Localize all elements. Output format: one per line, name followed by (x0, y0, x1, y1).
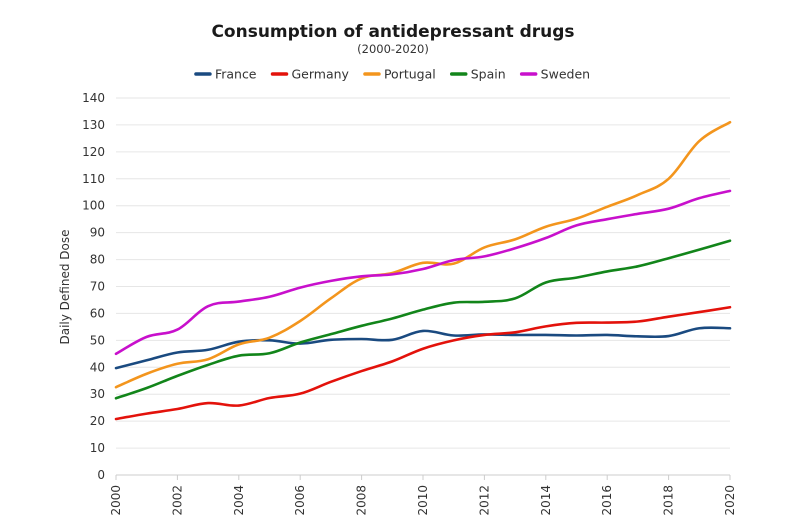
axes (115, 475, 731, 480)
y-tick-label: 60 (90, 306, 105, 320)
legend-label-germany: Germany (292, 67, 350, 82)
x-tick-label: 2010 (416, 485, 430, 516)
legend-label-sweden: Sweden (541, 67, 590, 82)
legend-label-spain: Spain (471, 67, 506, 82)
series-line-germany (114, 305, 732, 421)
y-tick-label: 100 (82, 199, 105, 213)
x-tick-label: 2012 (477, 485, 491, 516)
y-axis-label: Daily Defined Dose (58, 230, 72, 345)
y-tick-label: 50 (90, 333, 105, 347)
y-tick-label: 70 (90, 280, 105, 294)
series-line-portugal (114, 120, 732, 389)
series-line-sweden (114, 189, 732, 356)
series-line-spain (114, 239, 732, 400)
gridlines (116, 97, 730, 476)
legend: France Germany Portugal Spain Sweden (194, 67, 590, 82)
x-tick-label: 2006 (293, 485, 307, 516)
y-tick-label: 20 (90, 414, 105, 428)
legend-label-france: France (215, 67, 257, 82)
x-tick-label: 2004 (232, 485, 246, 516)
y-tick-label: 130 (82, 118, 105, 132)
chart-subtitle: (2000-2020) (357, 42, 429, 56)
x-tick-label: 2020 (723, 485, 737, 516)
x-tick-label: 2002 (170, 485, 184, 516)
y-tick-label: 30 (90, 387, 105, 401)
y-tick-label: 10 (90, 441, 105, 455)
series-line-france (114, 326, 732, 370)
y-tick-label: 120 (82, 145, 105, 159)
x-tick-label: 2016 (600, 485, 614, 516)
y-tick-label: 40 (90, 360, 105, 374)
y-tick-label: 80 (90, 253, 105, 267)
x-axis-ticks: 2000 2002 2004 2006 2008 2010 2012 2014 2016 2018… (109, 485, 737, 516)
legend-item-spain[interactable]: Spain (449, 67, 506, 82)
x-tick-label: 2008 (355, 485, 369, 516)
y-tick-label: 140 (82, 91, 105, 105)
chart-title: Consumption of antidepressant drugs (211, 22, 574, 42)
y-tick-label: 90 (90, 226, 105, 240)
y-axis-ticks: 0 10 20 30 40 50 60 70 80 90 100 110 120 130 140 (82, 91, 105, 482)
y-tick-label: 0 (97, 468, 105, 482)
legend-item-germany[interactable]: Germany (270, 67, 350, 82)
x-tick-label: 2018 (662, 485, 676, 516)
legend-label-portugal: Portugal (384, 67, 436, 82)
legend-item-france[interactable]: France (194, 67, 257, 82)
x-tick-label: 2014 (539, 485, 553, 516)
series-lines (114, 120, 732, 421)
legend-item-sweden[interactable]: Sweden (519, 67, 590, 82)
y-tick-label: 110 (82, 172, 105, 186)
x-tick-label: 2000 (109, 485, 123, 516)
legend-item-portugal[interactable]: Portugal (363, 67, 436, 82)
